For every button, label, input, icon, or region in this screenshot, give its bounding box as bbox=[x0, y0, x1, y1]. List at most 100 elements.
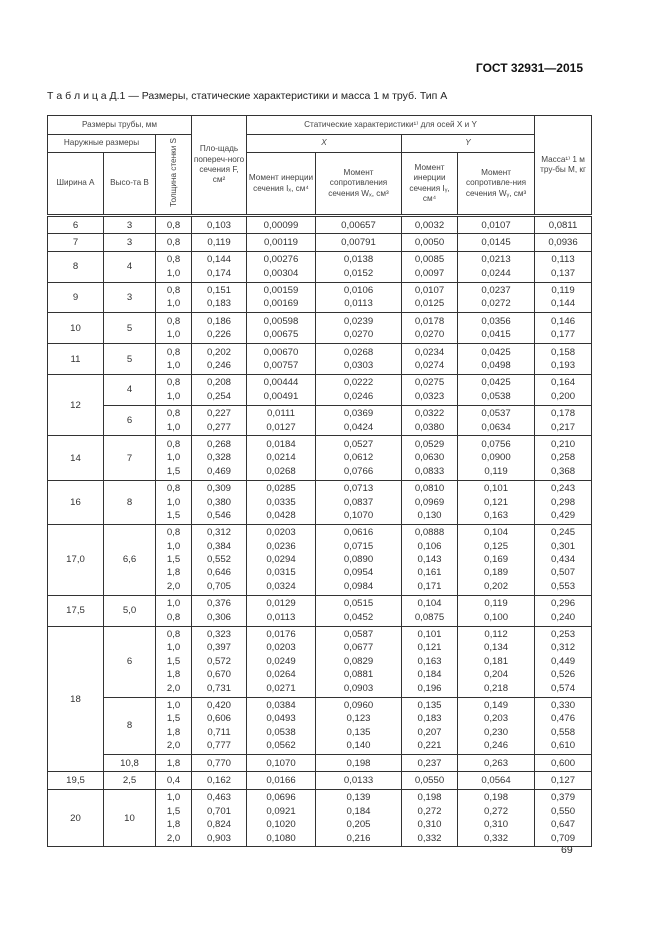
cell-wall-thickness: 1,0 1,5 1,8 2,0 bbox=[154, 696, 193, 756]
value: 0,397 bbox=[207, 642, 232, 654]
value: 0,8 bbox=[166, 346, 181, 358]
value: 0,0125 bbox=[414, 298, 445, 310]
value: 0,254 bbox=[207, 390, 232, 402]
cell-iy: 0,0085 0,0097 bbox=[401, 250, 459, 283]
value: 0,0425 bbox=[481, 377, 511, 389]
value: 0,312 bbox=[207, 527, 232, 539]
value: 0,104 bbox=[417, 598, 442, 610]
cell-wy: 0,0107 bbox=[457, 213, 536, 235]
cell-wall-thickness: 0,8 1,0 bbox=[154, 373, 193, 406]
cell-wx: 0,00657 bbox=[315, 213, 403, 235]
cell-wy: 0,0425 0,0538 bbox=[457, 373, 536, 406]
value: 0,0900 bbox=[481, 452, 511, 464]
value: 0,8 bbox=[166, 377, 181, 389]
cell-wx: 0,0713 0,0837 0,1070 bbox=[315, 479, 403, 525]
value: 0,0810 bbox=[414, 483, 445, 495]
header-static: Статические характеристики¹⁾ для осей X … bbox=[246, 115, 536, 135]
value: 0,368 bbox=[551, 465, 576, 477]
cell-mass: 0,600 bbox=[534, 754, 593, 773]
value: 1,0 bbox=[166, 642, 181, 654]
value: 0,0237 bbox=[481, 285, 511, 297]
cell-height: 10 bbox=[103, 788, 156, 848]
value: 0,245 bbox=[551, 527, 576, 539]
value: 0,143 bbox=[417, 554, 442, 566]
cell-width: 17,5 bbox=[47, 594, 104, 627]
value: 0,151 bbox=[207, 285, 232, 297]
value: 0,0176 bbox=[266, 629, 296, 641]
cell-iy: 0,237 bbox=[401, 754, 459, 773]
value: 0,0107 bbox=[414, 285, 445, 297]
value: 0,0303 bbox=[343, 360, 374, 372]
value: 1,8 bbox=[166, 726, 181, 738]
value: 0,121 bbox=[417, 642, 442, 654]
cell-iy: 0,0810 0,0969 0,130 bbox=[401, 479, 459, 525]
value: 0,0274 bbox=[414, 360, 445, 372]
value: 0,0322 bbox=[414, 408, 445, 420]
value: 0,00276 bbox=[263, 254, 299, 266]
value: 0,0630 bbox=[414, 452, 445, 464]
header-wy: Момент сопротивле-ния сечения Wᵧ, см³ bbox=[457, 152, 536, 216]
cell-width: 9 bbox=[47, 281, 104, 314]
value: 0,8 bbox=[166, 285, 181, 297]
cell-height: 8 bbox=[103, 479, 156, 525]
value: 0,434 bbox=[551, 554, 576, 566]
value: 0,0236 bbox=[266, 540, 296, 552]
value: 0,550 bbox=[551, 805, 576, 817]
cell-iy: 0,0178 0,0270 bbox=[401, 312, 459, 345]
value: 0,8 bbox=[166, 408, 181, 420]
cell-ix: 0,1070 bbox=[246, 754, 317, 773]
value: 0,198 bbox=[417, 792, 442, 804]
value: 0,476 bbox=[551, 713, 576, 725]
value: 0,0249 bbox=[266, 655, 296, 667]
value: 0,0833 bbox=[414, 465, 445, 477]
value: 0,306 bbox=[207, 611, 232, 623]
table-row: 11 5 0,8 1,0 0,202 0,246 0,00670 0,00757 0,0268 0… bbox=[47, 343, 593, 375]
table-row: 10,8 1,8 0,770 0,1070 0,198 0,237 0,263 0,600 bbox=[48, 754, 593, 773]
cell-height: 6,6 bbox=[103, 523, 156, 596]
value: 0,610 bbox=[551, 740, 576, 752]
value: 0,243 bbox=[551, 483, 576, 495]
cell-iy: 0,104 0,0875 bbox=[401, 594, 459, 627]
value: 0,0428 bbox=[266, 509, 296, 521]
value: 0,00304 bbox=[263, 267, 299, 279]
value: 0,189 bbox=[484, 567, 509, 579]
cell-iy: 0,0550 bbox=[401, 771, 459, 790]
value: 0,0315 bbox=[266, 567, 296, 579]
cell-width: 8 bbox=[47, 250, 104, 283]
value: 0,0214 bbox=[266, 452, 296, 464]
value: 0,0222 bbox=[343, 377, 374, 389]
value: 0,00598 bbox=[263, 315, 299, 327]
cell-width: 19,5 bbox=[47, 771, 104, 790]
cell-mass: 0,253 0,312 0,449 0,526 0,574 bbox=[534, 625, 593, 698]
table-row: 19,5 2,5 0,4 0,162 0,0166 0,0133 0,0550 0,0564 0… bbox=[47, 771, 593, 790]
cell-wall-thickness: 0,8 1,0 bbox=[154, 250, 193, 283]
value: 0,205 bbox=[346, 819, 371, 831]
value: 0,0425 bbox=[481, 346, 511, 358]
value: 0,268 bbox=[207, 438, 232, 450]
value: 0,137 bbox=[551, 267, 576, 279]
cell-height: 3 bbox=[103, 213, 156, 235]
cell-iy: 0,0032 bbox=[401, 213, 459, 235]
value: 0,221 bbox=[417, 740, 442, 752]
value: 0,0270 bbox=[343, 329, 374, 341]
value: 0,106 bbox=[417, 540, 442, 552]
table-row: 18 6 0,8 1,0 1,5 1,8 2,0 0,323 0,397 0,572 0,670 0,… bbox=[47, 625, 593, 773]
value: 0,277 bbox=[207, 421, 232, 433]
value: 0,0264 bbox=[266, 669, 296, 681]
cell-area: 0,463 0,701 0,824 0,903 bbox=[191, 788, 248, 848]
header-mass: Масса¹⁾ 1 м тру-бы M, кг bbox=[534, 115, 593, 216]
value: 0,298 bbox=[551, 496, 576, 508]
cell-area: 0,376 0,306 bbox=[191, 594, 248, 627]
value: 0,230 bbox=[484, 726, 509, 738]
value: 0,572 bbox=[207, 655, 232, 667]
value: 0,0903 bbox=[343, 682, 374, 694]
value: 0,647 bbox=[551, 819, 576, 831]
cell-height: 2,5 bbox=[103, 771, 156, 790]
cell-wx: 0,198 bbox=[315, 754, 403, 773]
value: 0,00159 bbox=[263, 285, 299, 297]
value: 0,272 bbox=[417, 805, 442, 817]
cell-mass: 0,113 0,137 bbox=[534, 250, 593, 283]
value: 0,670 bbox=[207, 669, 232, 681]
value: 1,0 bbox=[166, 329, 181, 341]
cell-wy: 0,0356 0,0415 bbox=[457, 312, 536, 345]
